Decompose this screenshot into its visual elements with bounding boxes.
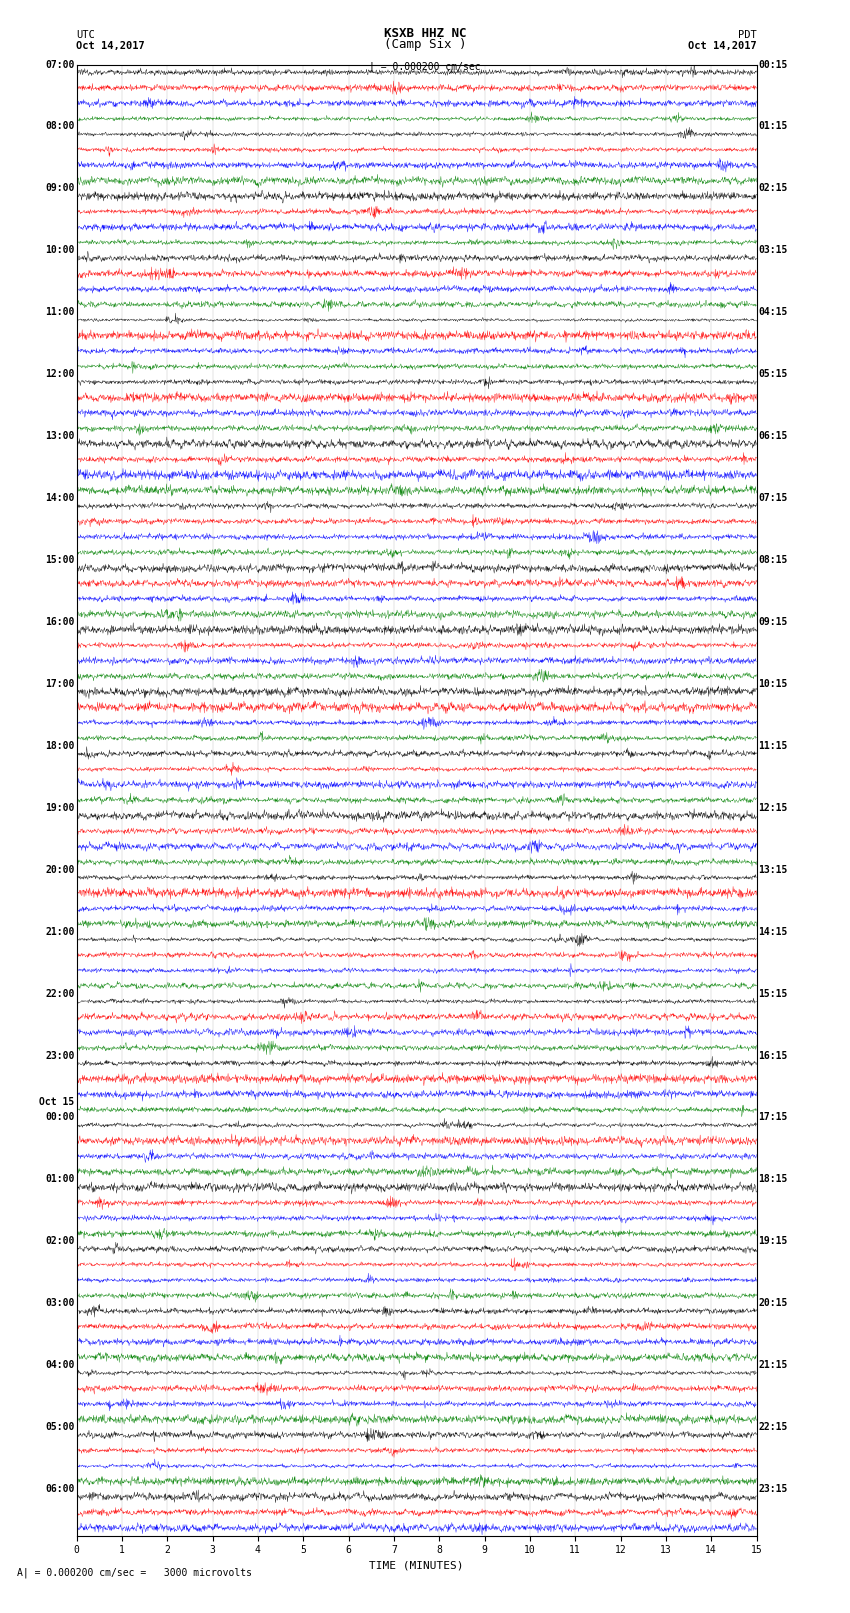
Text: 06:15: 06:15 [758, 431, 788, 440]
Text: Oct 14,2017: Oct 14,2017 [76, 40, 145, 50]
Text: 23:00: 23:00 [45, 1050, 75, 1060]
Text: 23:15: 23:15 [758, 1484, 788, 1494]
Text: 05:15: 05:15 [758, 369, 788, 379]
Text: 01:00: 01:00 [45, 1174, 75, 1184]
Text: PDT: PDT [738, 29, 756, 39]
Text: 03:15: 03:15 [758, 245, 788, 255]
Text: 04:15: 04:15 [758, 308, 788, 318]
Text: 14:00: 14:00 [45, 494, 75, 503]
Text: 19:00: 19:00 [45, 803, 75, 813]
Text: 02:15: 02:15 [758, 184, 788, 194]
Text: 00:00: 00:00 [45, 1113, 75, 1123]
Text: 07:00: 07:00 [45, 60, 75, 69]
Text: 16:00: 16:00 [45, 618, 75, 627]
Text: 17:00: 17:00 [45, 679, 75, 689]
Text: 02:00: 02:00 [45, 1237, 75, 1247]
Text: 12:15: 12:15 [758, 803, 788, 813]
Text: 09:00: 09:00 [45, 184, 75, 194]
Text: 21:00: 21:00 [45, 927, 75, 937]
Text: 17:15: 17:15 [758, 1113, 788, 1123]
Text: 08:00: 08:00 [45, 121, 75, 131]
Text: 13:00: 13:00 [45, 431, 75, 440]
X-axis label: TIME (MINUTES): TIME (MINUTES) [369, 1561, 464, 1571]
Text: (Camp Six ): (Camp Six ) [383, 37, 467, 50]
Text: | = 0.000200 cm/sec: | = 0.000200 cm/sec [369, 61, 481, 73]
Text: 11:00: 11:00 [45, 308, 75, 318]
Text: 18:15: 18:15 [758, 1174, 788, 1184]
Text: 16:15: 16:15 [758, 1050, 788, 1060]
Text: 08:15: 08:15 [758, 555, 788, 565]
Text: 15:00: 15:00 [45, 555, 75, 565]
Text: 21:15: 21:15 [758, 1360, 788, 1369]
Text: 19:15: 19:15 [758, 1237, 788, 1247]
Text: 09:15: 09:15 [758, 618, 788, 627]
Text: 22:00: 22:00 [45, 989, 75, 998]
Text: 11:15: 11:15 [758, 740, 788, 750]
Text: 20:00: 20:00 [45, 865, 75, 874]
Text: 01:15: 01:15 [758, 121, 788, 131]
Text: 13:15: 13:15 [758, 865, 788, 874]
Text: A| = 0.000200 cm/sec =   3000 microvolts: A| = 0.000200 cm/sec = 3000 microvolts [17, 1568, 252, 1579]
Text: 05:00: 05:00 [45, 1423, 75, 1432]
Text: 06:00: 06:00 [45, 1484, 75, 1494]
Text: 10:15: 10:15 [758, 679, 788, 689]
Text: 07:15: 07:15 [758, 494, 788, 503]
Text: UTC: UTC [76, 29, 95, 39]
Text: Oct 14,2017: Oct 14,2017 [688, 40, 756, 50]
Text: 18:00: 18:00 [45, 740, 75, 750]
Text: KSXB HHZ NC: KSXB HHZ NC [383, 26, 467, 39]
Text: 03:00: 03:00 [45, 1298, 75, 1308]
Text: 22:15: 22:15 [758, 1423, 788, 1432]
Text: 15:15: 15:15 [758, 989, 788, 998]
Text: 00:15: 00:15 [758, 60, 788, 69]
Text: 12:00: 12:00 [45, 369, 75, 379]
Text: Oct 15: Oct 15 [39, 1097, 75, 1107]
Text: 04:00: 04:00 [45, 1360, 75, 1369]
Text: 10:00: 10:00 [45, 245, 75, 255]
Text: 14:15: 14:15 [758, 927, 788, 937]
Text: 20:15: 20:15 [758, 1298, 788, 1308]
